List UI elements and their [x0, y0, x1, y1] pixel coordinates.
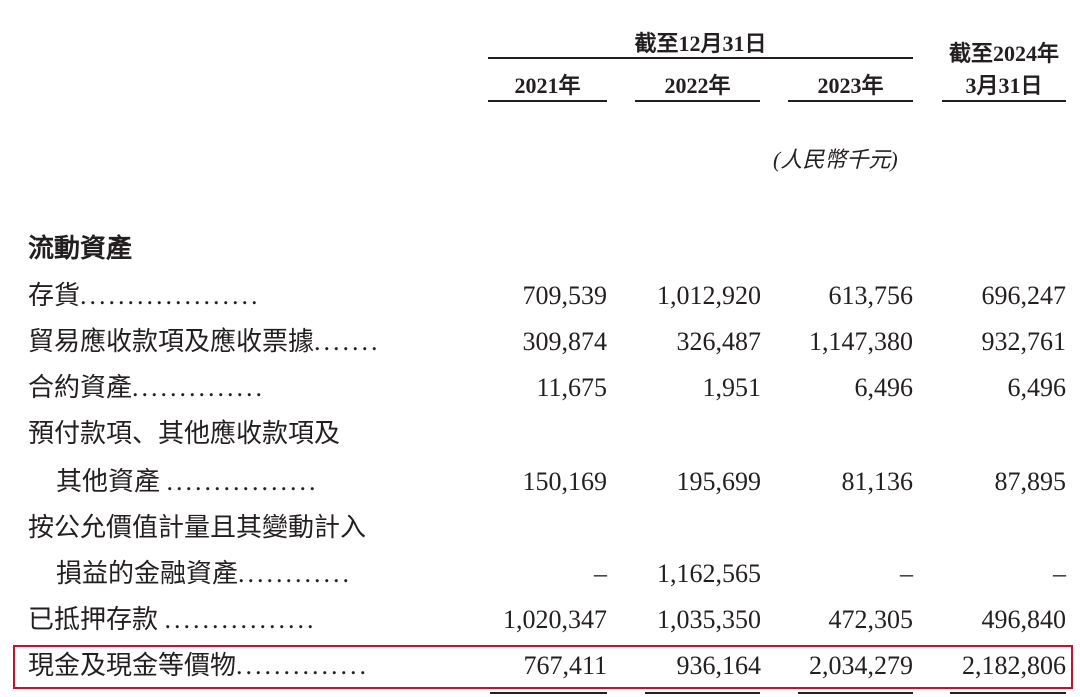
- cell-value: 932,761: [981, 327, 1067, 356]
- header-group-rule: [488, 57, 913, 59]
- table-row: 存貨................... 709,539 1,012,920 61…: [28, 274, 1073, 318]
- total-rule: [490, 692, 607, 694]
- cell-value: 1,020,347: [503, 605, 607, 634]
- total-rule: [950, 692, 1066, 694]
- table-row: 貿易應收款項及應收票據....... 309,874 326,487 1,147,3…: [28, 320, 1073, 364]
- row-label: 已抵押存款: [28, 605, 159, 634]
- cell-value: 472,305: [828, 605, 914, 634]
- header-rule: [635, 100, 760, 102]
- cell-value: 1,147,380: [809, 327, 913, 356]
- leader-dots: ...................: [80, 281, 261, 310]
- cell-value: 1,012,920: [657, 281, 761, 310]
- cell-value: 709,539: [522, 281, 608, 310]
- header-rule: [942, 100, 1066, 102]
- leader-dots: ................: [166, 467, 319, 496]
- total-rule: [798, 692, 913, 694]
- cell-value: 309,874: [522, 327, 608, 356]
- highlight-box: [13, 645, 1073, 689]
- cell-value: 613,756: [828, 281, 914, 310]
- leader-dots: ............: [238, 559, 353, 588]
- header-year-2021: 2021年: [514, 73, 581, 98]
- header-year-2022: 2022年: [664, 73, 731, 98]
- header-rule: [788, 100, 913, 102]
- cell-value: 1,951: [702, 373, 762, 402]
- cell-value: 936,164: [676, 651, 762, 680]
- row-label: 預付款項、其他應收款項及: [28, 419, 341, 448]
- cell-value: 326,487: [676, 327, 762, 356]
- cell-value: 11,675: [536, 373, 607, 402]
- leader-dots: ..............: [236, 651, 370, 680]
- row-label: 合約資產: [28, 373, 133, 402]
- header-rule: [488, 100, 607, 102]
- unit-label: (人民幣千元): [773, 147, 898, 172]
- cell-value: –: [900, 559, 913, 588]
- cell-value: 195,699: [676, 467, 762, 496]
- section-title: 流動資產: [28, 234, 133, 263]
- cell-value: –: [594, 559, 607, 588]
- table-row-label-line: 預付款項、其他應收款項及: [28, 412, 1073, 456]
- cell-value: –: [1053, 559, 1066, 588]
- cell-value: 767,411: [523, 651, 607, 680]
- row-label: 貿易應收款項及應收票據: [28, 327, 315, 356]
- table-row: 合約資產.............. 11,675 1,951 6,496 6,496: [28, 366, 1073, 410]
- leader-dots: ................: [164, 605, 317, 634]
- row-label: 存貨: [28, 281, 81, 310]
- cell-value: 1,035,350: [657, 605, 761, 634]
- cell-value: 81,136: [841, 467, 914, 496]
- header-group-label: 截至12月31日: [634, 31, 767, 56]
- cell-value: 696,247: [981, 281, 1067, 310]
- row-label: 按公允價值計量且其變動計入: [28, 513, 367, 542]
- cell-value: 2,034,279: [809, 651, 913, 680]
- table-row-label-line: 按公允價值計量且其變動計入: [28, 506, 1073, 550]
- leader-dots: .......: [314, 327, 381, 356]
- row-label-continued: 其他資產: [56, 467, 161, 496]
- cell-value: 87,895: [994, 467, 1067, 496]
- leader-dots: ..............: [132, 373, 266, 402]
- table-row-highlighted: 現金及現金等價物.............. 767,411 936,164 2,0…: [28, 644, 1073, 688]
- cell-value: 6,496: [1007, 373, 1067, 402]
- table-row: 其他資產 ................ 150,169 195,699 81,1…: [28, 460, 1073, 504]
- cell-value: 1,162,565: [657, 559, 761, 588]
- header-last-col-line2: 3月31日: [965, 73, 1043, 98]
- table-row: 已抵押存款 ................ 1,020,347 1,035,35…: [28, 598, 1073, 642]
- row-label-continued: 損益的金融資產: [56, 559, 239, 588]
- cell-value: 6,496: [854, 373, 914, 402]
- header-year-2023: 2023年: [817, 73, 884, 98]
- cell-value: 496,840: [981, 605, 1067, 634]
- row-label: 現金及現金等價物: [28, 651, 237, 680]
- cell-value: 150,169: [522, 467, 608, 496]
- table-row: 損益的金融資產............ – 1,162,565 – –: [28, 552, 1073, 596]
- header-last-col-line1: 截至2024年: [948, 41, 1059, 66]
- cell-value: 2,182,806: [962, 651, 1066, 680]
- total-rule: [645, 692, 760, 694]
